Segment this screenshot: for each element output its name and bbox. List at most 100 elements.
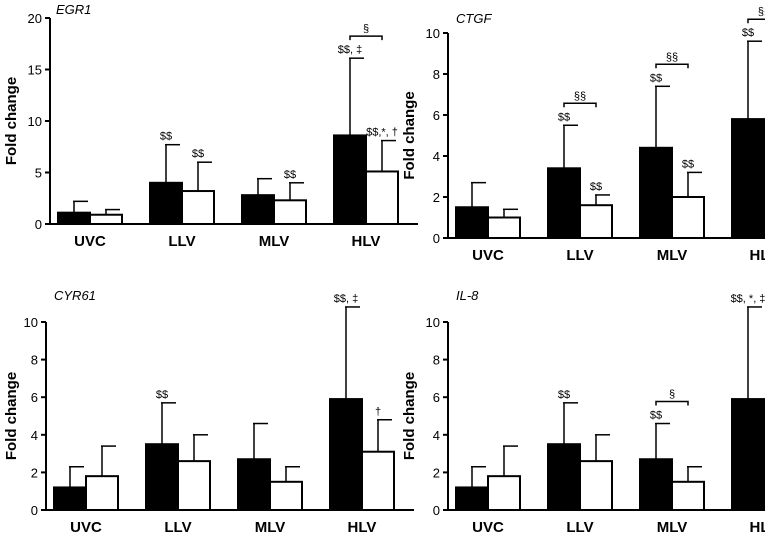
- comparison-bracket-mlv: [655, 400, 689, 406]
- x-tick-label-hlv: HLV: [352, 233, 381, 250]
- significance-label-solid-mlv: $$: [650, 72, 662, 84]
- bar-solid-uvc: [53, 486, 87, 512]
- y-tick-label: 10: [24, 315, 38, 330]
- x-tick-label-uvc: UVC: [472, 247, 504, 264]
- y-axis-label: Fold change: [3, 77, 20, 165]
- comparison-label-mlv: §: [669, 389, 675, 401]
- chart-title: CYR61: [54, 288, 96, 303]
- significance-label-solid-llv: $$: [558, 389, 570, 401]
- bar-solid-hlv: [333, 134, 367, 225]
- y-tick-label: 5: [35, 166, 42, 181]
- chart-title: EGR1: [56, 2, 91, 17]
- bar-solid-mlv: [241, 194, 275, 226]
- bar-open-uvc: [85, 475, 119, 512]
- y-tick-label: 0: [31, 503, 38, 518]
- bar-solid-mlv: [639, 458, 673, 511]
- x-tick-label-hlv: HLV: [750, 519, 765, 534]
- bar-solid-uvc: [455, 486, 489, 512]
- bar-solid-mlv: [639, 146, 673, 239]
- y-tick-label: 4: [433, 149, 440, 164]
- bar-open-uvc: [89, 213, 123, 225]
- significance-label-open-mlv: $$: [284, 169, 296, 181]
- significance-label-solid-hlv: $$, ‡: [334, 293, 358, 305]
- bar-open-mlv: [671, 196, 705, 239]
- y-tick-label: 2: [433, 190, 440, 205]
- x-tick-label-llv: LLV: [168, 233, 195, 250]
- bar-open-mlv: [273, 199, 307, 225]
- y-tick-label: 0: [433, 231, 440, 246]
- bar-open-uvc: [487, 216, 521, 239]
- significance-label-solid-hlv: $$, ‡: [338, 44, 362, 56]
- comparison-bracket-hlv: [349, 35, 383, 41]
- panel-il8: 0 2 4 6 8 10 Fold change IL-8 UVC $$ LLV $$ MLV $$, *…: [401, 288, 765, 534]
- y-tick-label: 0: [433, 503, 440, 518]
- bar-open-hlv: [365, 170, 399, 225]
- x-tick-label-llv: LLV: [164, 519, 191, 534]
- bar-open-llv: [177, 460, 211, 511]
- bar-solid-llv: [547, 443, 581, 512]
- bar-solid-uvc: [455, 206, 489, 239]
- comparison-bracket-llv: [563, 102, 597, 108]
- bar-solid-llv: [547, 167, 581, 239]
- y-tick-label: 2: [433, 465, 440, 480]
- comparison-label-hlv: §§: [758, 6, 765, 18]
- bar-open-llv: [579, 460, 613, 511]
- bar-solid-hlv: [329, 398, 363, 511]
- significance-label-open-llv: $$: [192, 148, 204, 160]
- significance-label-open-llv: $$: [590, 181, 602, 193]
- bar-open-llv: [579, 204, 613, 239]
- x-tick-label-uvc: UVC: [472, 519, 504, 534]
- bar-solid-llv: [149, 181, 183, 226]
- y-tick-label: 10: [426, 26, 440, 41]
- y-tick-label: 2: [31, 465, 38, 480]
- y-tick-label: 4: [433, 428, 440, 443]
- comparison-label-llv: §§: [574, 90, 586, 102]
- comparison-bracket-hlv: [747, 18, 765, 24]
- y-tick-label: 6: [433, 390, 440, 405]
- bar-solid-mlv: [237, 458, 271, 511]
- comparison-label-hlv: §: [363, 23, 369, 35]
- x-tick-label-uvc: UVC: [70, 519, 102, 534]
- y-tick-label: 6: [433, 108, 440, 123]
- comparison-bracket-mlv: [655, 63, 689, 69]
- y-axis-label: Fold change: [401, 372, 418, 460]
- y-tick-label: 8: [433, 67, 440, 82]
- bar-open-mlv: [269, 480, 303, 511]
- bar-open-uvc: [487, 475, 521, 512]
- y-tick-label: 6: [31, 390, 38, 405]
- bar-open-llv: [181, 190, 215, 225]
- bar-open-hlv: [361, 450, 395, 511]
- bar-solid-llv: [145, 443, 179, 512]
- y-tick-label: 20: [28, 11, 42, 26]
- panel-ctgf: 0 2 4 6 8 10 Fold change CTGF UVC $$ $$ LLV $$ $$ MLV $…: [401, 6, 765, 264]
- y-tick-label: 15: [28, 63, 42, 78]
- significance-label-solid-mlv: $$: [650, 410, 662, 422]
- bar-open-mlv: [671, 480, 705, 511]
- y-tick-label: 4: [31, 428, 38, 443]
- significance-label-solid-llv: $$: [558, 111, 570, 123]
- chart-title: IL-8: [456, 288, 479, 303]
- x-tick-label-uvc: UVC: [74, 233, 106, 250]
- panel-cyr61: 0 2 4 6 8 10 Fold change CYR61 UVC $$ LLV MLV $$, ‡ †…: [3, 288, 414, 534]
- significance-label-solid-hlv: $$, *, ‡: [731, 293, 765, 305]
- significance-label-open-hlv: †: [375, 406, 381, 418]
- comparison-label-mlv: §§: [666, 51, 678, 63]
- panel-egr1: 0 5 10 15 20 Fold change EGR1 UVC $$ $$ LLV $$ MLV $$…: [3, 2, 418, 250]
- bar-solid-uvc: [57, 211, 91, 225]
- x-tick-label-mlv: MLV: [259, 233, 290, 250]
- y-tick-label: 10: [28, 114, 42, 129]
- significance-label-open-mlv: $$: [682, 158, 694, 170]
- y-tick-label: 8: [433, 353, 440, 368]
- x-tick-label-hlv: HLV: [348, 519, 377, 534]
- significance-label-open-hlv: $$,*, †: [366, 127, 398, 139]
- chart-title: CTGF: [456, 11, 492, 26]
- x-tick-label-mlv: MLV: [657, 247, 688, 264]
- y-tick-label: 0: [35, 217, 42, 232]
- bar-solid-hlv: [731, 118, 765, 239]
- y-axis-label: Fold change: [3, 372, 20, 460]
- x-tick-label-mlv: MLV: [657, 519, 688, 534]
- significance-label-solid-llv: $$: [156, 389, 168, 401]
- y-tick-label: 10: [426, 315, 440, 330]
- significance-label-solid-llv: $$: [160, 131, 172, 143]
